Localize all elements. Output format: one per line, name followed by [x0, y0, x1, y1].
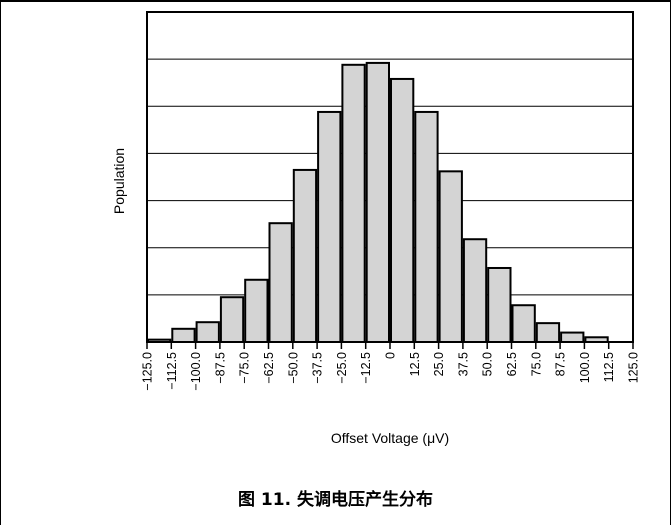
x-tick-label: 62.5 — [505, 352, 519, 376]
x-tick-label: −75.0 — [238, 352, 252, 384]
histogram-bar — [438, 170, 463, 343]
y-axis-label: Population — [111, 148, 127, 214]
gridlines — [147, 58, 633, 296]
histogram-bars — [147, 61, 609, 344]
histogram-bar — [317, 110, 342, 343]
x-tick-label: 25.0 — [432, 352, 446, 376]
histogram-bar — [462, 238, 488, 344]
x-tick-label: 50.0 — [481, 352, 495, 376]
x-tick-label: −62.5 — [262, 352, 276, 384]
histogram-bar — [511, 304, 536, 344]
histogram-bar — [390, 77, 415, 343]
x-tick-label: −37.5 — [311, 352, 325, 384]
x-tick-label: −25.0 — [335, 352, 349, 384]
histogram-bar — [268, 222, 293, 343]
x-tick-label: 0 — [384, 352, 398, 359]
histogram-bar — [171, 327, 196, 343]
x-tick-label: 12.5 — [408, 352, 422, 376]
histogram-bar — [365, 61, 391, 344]
x-tick-label: −87.5 — [213, 352, 227, 384]
x-tick-label: −12.5 — [359, 352, 373, 384]
x-tick-label: 100.0 — [578, 352, 592, 383]
histogram-bar — [219, 296, 245, 344]
x-tick-label: 112.5 — [602, 352, 616, 382]
histogram-bar — [244, 278, 269, 343]
histogram-bar — [414, 110, 439, 343]
top-rule — [0, 0, 671, 2]
x-axis-tick-labels: −125.0 −112.5 −100.0 −87.5 −75.0 −62.5 −50.0 −3… — [141, 352, 641, 391]
x-tick-label: 75.0 — [529, 352, 543, 376]
histogram-bar — [195, 321, 220, 344]
x-axis-ticks — [146, 342, 634, 349]
x-axis-label: Offset Voltage (μV) — [331, 430, 449, 446]
x-tick-label: −100.0 — [189, 352, 203, 391]
figure-caption: 图 11. 失调电压产生分布 — [238, 490, 433, 510]
histogram-bar — [560, 331, 585, 344]
histogram-bar — [292, 168, 318, 343]
x-tick-label: −125.0 — [141, 352, 155, 391]
histogram-bar — [487, 266, 512, 343]
x-tick-label: 37.5 — [456, 352, 470, 376]
histogram-bar — [535, 322, 561, 343]
x-tick-label: −112.5 — [165, 352, 179, 390]
x-tick-label: −50.0 — [286, 352, 300, 384]
x-tick-label: 125.0 — [627, 352, 641, 383]
histogram-bar — [341, 63, 366, 344]
x-tick-label: 87.5 — [554, 352, 568, 376]
histogram-chart: −125.0 −112.5 −100.0 −87.5 −75.0 −62.5 −50.0 −3… — [111, 11, 641, 446]
